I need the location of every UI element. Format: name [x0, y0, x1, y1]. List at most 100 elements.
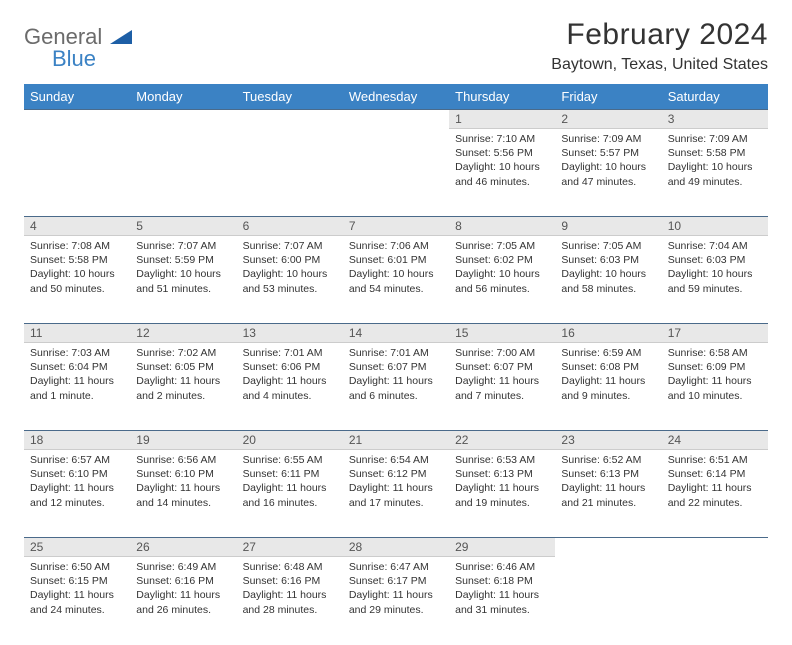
- weekday-header: Tuesday: [237, 84, 343, 110]
- day-number-cell: 7: [343, 217, 449, 236]
- sunset-text: Sunset: 6:07 PM: [455, 360, 549, 374]
- daylight-text: Daylight: 11 hours and 6 minutes.: [349, 374, 443, 402]
- day-number-cell: 12: [130, 324, 236, 343]
- sunrise-text: Sunrise: 6:48 AM: [243, 560, 337, 574]
- logo-triangle-icon: [110, 28, 132, 44]
- logo-text-blue: Blue: [52, 46, 132, 72]
- day-content-cell: Sunrise: 7:04 AMSunset: 6:03 PMDaylight:…: [662, 236, 768, 324]
- sunrise-text: Sunrise: 7:05 AM: [561, 239, 655, 253]
- weekday-header: Saturday: [662, 84, 768, 110]
- daylight-text: Daylight: 11 hours and 9 minutes.: [561, 374, 655, 402]
- day-content-cell: Sunrise: 7:07 AMSunset: 6:00 PMDaylight:…: [237, 236, 343, 324]
- day-content-cell: [662, 557, 768, 645]
- sunset-text: Sunset: 6:16 PM: [243, 574, 337, 588]
- day-content-cell: [343, 129, 449, 217]
- sunrise-text: Sunrise: 6:59 AM: [561, 346, 655, 360]
- sunrise-text: Sunrise: 7:08 AM: [30, 239, 124, 253]
- weekday-header: Monday: [130, 84, 236, 110]
- sunrise-text: Sunrise: 6:53 AM: [455, 453, 549, 467]
- daylight-text: Daylight: 11 hours and 12 minutes.: [30, 481, 124, 509]
- day-number-cell: 29: [449, 538, 555, 557]
- sunrise-text: Sunrise: 7:10 AM: [455, 132, 549, 146]
- day-number-cell: 8: [449, 217, 555, 236]
- sunrise-text: Sunrise: 6:50 AM: [30, 560, 124, 574]
- weekday-header: Friday: [555, 84, 661, 110]
- daylight-text: Daylight: 10 hours and 59 minutes.: [668, 267, 762, 295]
- day-content-cell: Sunrise: 6:46 AMSunset: 6:18 PMDaylight:…: [449, 557, 555, 645]
- weekday-header: Wednesday: [343, 84, 449, 110]
- day-number-cell: 16: [555, 324, 661, 343]
- day-number-cell: 2: [555, 110, 661, 129]
- day-number-row: 11121314151617: [24, 324, 768, 343]
- day-content-cell: Sunrise: 7:02 AMSunset: 6:05 PMDaylight:…: [130, 343, 236, 431]
- sunset-text: Sunset: 5:58 PM: [30, 253, 124, 267]
- daylight-text: Daylight: 11 hours and 19 minutes.: [455, 481, 549, 509]
- daylight-text: Daylight: 11 hours and 29 minutes.: [349, 588, 443, 616]
- day-number-row: 18192021222324: [24, 431, 768, 450]
- sunset-text: Sunset: 6:03 PM: [668, 253, 762, 267]
- sunrise-text: Sunrise: 6:54 AM: [349, 453, 443, 467]
- daylight-text: Daylight: 11 hours and 1 minute.: [30, 374, 124, 402]
- sunset-text: Sunset: 6:05 PM: [136, 360, 230, 374]
- day-content-row: Sunrise: 7:10 AMSunset: 5:56 PMDaylight:…: [24, 129, 768, 217]
- day-number-cell: 26: [130, 538, 236, 557]
- sunset-text: Sunset: 5:59 PM: [136, 253, 230, 267]
- daylight-text: Daylight: 10 hours and 54 minutes.: [349, 267, 443, 295]
- daylight-text: Daylight: 11 hours and 10 minutes.: [668, 374, 762, 402]
- day-number-cell: 4: [24, 217, 130, 236]
- sunrise-text: Sunrise: 7:06 AM: [349, 239, 443, 253]
- day-number-cell: 9: [555, 217, 661, 236]
- day-content-cell: Sunrise: 7:08 AMSunset: 5:58 PMDaylight:…: [24, 236, 130, 324]
- day-content-cell: Sunrise: 7:01 AMSunset: 6:06 PMDaylight:…: [237, 343, 343, 431]
- sunset-text: Sunset: 6:08 PM: [561, 360, 655, 374]
- sunset-text: Sunset: 6:07 PM: [349, 360, 443, 374]
- sunrise-text: Sunrise: 7:01 AM: [243, 346, 337, 360]
- location-text: Baytown, Texas, United States: [551, 56, 768, 74]
- sunset-text: Sunset: 6:13 PM: [455, 467, 549, 481]
- sunrise-text: Sunrise: 6:57 AM: [30, 453, 124, 467]
- day-number-cell: 19: [130, 431, 236, 450]
- sunrise-text: Sunrise: 7:01 AM: [349, 346, 443, 360]
- day-number-cell: 5: [130, 217, 236, 236]
- day-number-cell: 23: [555, 431, 661, 450]
- day-content-cell: Sunrise: 6:58 AMSunset: 6:09 PMDaylight:…: [662, 343, 768, 431]
- sunrise-text: Sunrise: 6:55 AM: [243, 453, 337, 467]
- day-number-cell: 17: [662, 324, 768, 343]
- daylight-text: Daylight: 11 hours and 24 minutes.: [30, 588, 124, 616]
- day-content-cell: Sunrise: 7:07 AMSunset: 5:59 PMDaylight:…: [130, 236, 236, 324]
- day-content-cell: Sunrise: 6:54 AMSunset: 6:12 PMDaylight:…: [343, 450, 449, 538]
- day-number-cell: 13: [237, 324, 343, 343]
- day-content-cell: Sunrise: 6:50 AMSunset: 6:15 PMDaylight:…: [24, 557, 130, 645]
- day-content-cell: Sunrise: 6:55 AMSunset: 6:11 PMDaylight:…: [237, 450, 343, 538]
- day-number-cell: [662, 538, 768, 557]
- day-content-cell: Sunrise: 7:00 AMSunset: 6:07 PMDaylight:…: [449, 343, 555, 431]
- sunset-text: Sunset: 6:11 PM: [243, 467, 337, 481]
- daylight-text: Daylight: 10 hours and 46 minutes.: [455, 160, 549, 188]
- sunrise-text: Sunrise: 6:49 AM: [136, 560, 230, 574]
- sunset-text: Sunset: 6:15 PM: [30, 574, 124, 588]
- day-number-cell: 18: [24, 431, 130, 450]
- sunrise-text: Sunrise: 7:07 AM: [243, 239, 337, 253]
- daylight-text: Daylight: 10 hours and 47 minutes.: [561, 160, 655, 188]
- day-number-cell: 1: [449, 110, 555, 129]
- daylight-text: Daylight: 11 hours and 22 minutes.: [668, 481, 762, 509]
- daylight-text: Daylight: 11 hours and 14 minutes.: [136, 481, 230, 509]
- day-number-cell: [237, 110, 343, 129]
- daylight-text: Daylight: 11 hours and 4 minutes.: [243, 374, 337, 402]
- day-content-cell: Sunrise: 7:10 AMSunset: 5:56 PMDaylight:…: [449, 129, 555, 217]
- day-content-row: Sunrise: 7:03 AMSunset: 6:04 PMDaylight:…: [24, 343, 768, 431]
- day-content-cell: Sunrise: 6:57 AMSunset: 6:10 PMDaylight:…: [24, 450, 130, 538]
- day-number-cell: 11: [24, 324, 130, 343]
- day-number-cell: 24: [662, 431, 768, 450]
- day-content-cell: Sunrise: 6:56 AMSunset: 6:10 PMDaylight:…: [130, 450, 236, 538]
- day-content-cell: Sunrise: 7:09 AMSunset: 5:57 PMDaylight:…: [555, 129, 661, 217]
- sunset-text: Sunset: 6:10 PM: [136, 467, 230, 481]
- sunrise-text: Sunrise: 7:00 AM: [455, 346, 549, 360]
- day-content-cell: Sunrise: 7:01 AMSunset: 6:07 PMDaylight:…: [343, 343, 449, 431]
- daylight-text: Daylight: 11 hours and 21 minutes.: [561, 481, 655, 509]
- day-content-cell: [24, 129, 130, 217]
- daylight-text: Daylight: 10 hours and 49 minutes.: [668, 160, 762, 188]
- daylight-text: Daylight: 11 hours and 26 minutes.: [136, 588, 230, 616]
- sunset-text: Sunset: 6:10 PM: [30, 467, 124, 481]
- sunrise-text: Sunrise: 7:09 AM: [561, 132, 655, 146]
